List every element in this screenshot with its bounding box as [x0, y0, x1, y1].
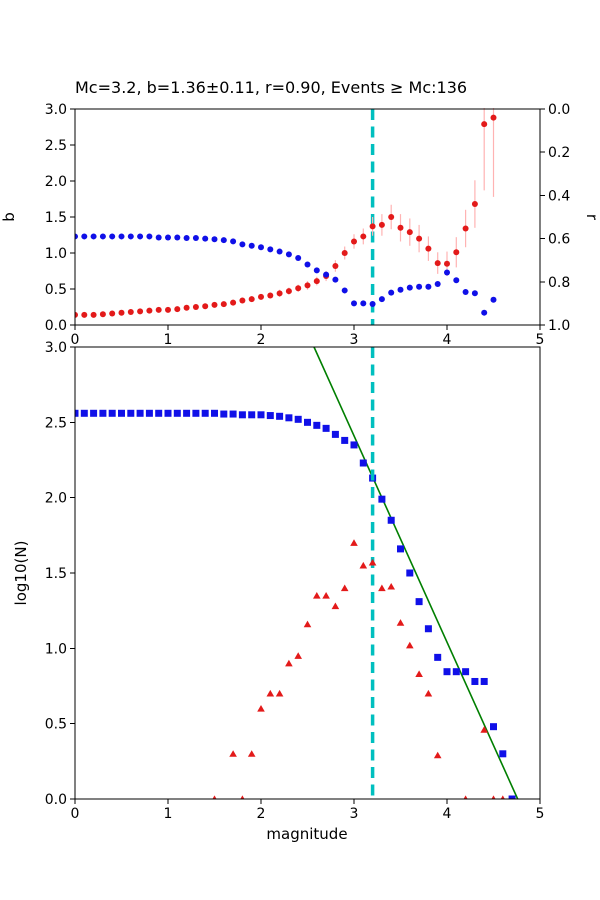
x-axis-label: magnitude — [266, 825, 347, 843]
b-value-stability-y-ticks-right: 0.0 0.2 0.4 0.6 0.8 1.0 — [540, 102, 570, 334]
svg-text:0.0: 0.0 — [548, 102, 570, 118]
svg-text:0: 0 — [71, 332, 80, 348]
svg-text:0.0: 0.0 — [45, 318, 67, 334]
b-value-stability-x-ticks: 0 1 2 3 4 5 — [71, 325, 545, 348]
svg-text:0.5: 0.5 — [45, 282, 67, 298]
svg-text:4: 4 — [443, 806, 452, 822]
svg-text:2.0: 2.0 — [45, 174, 67, 190]
chart-title: Mc=3.2, b=1.36±0.11, r=0.90, Events ≥ Mc… — [75, 78, 467, 97]
frequency-magnitude-distribution-y-ticks-left: 0.0 0.5 1.0 1.5 2.0 2.5 3.0 — [45, 340, 75, 808]
svg-text:2.0: 2.0 — [45, 491, 67, 507]
svg-text:0.8: 0.8 — [548, 275, 570, 291]
frequency-magnitude-distribution-axes: 0 1 2 3 4 5 0.0 0.5 1.0 1.5 2.0 2.5 3.0 — [45, 340, 545, 822]
svg-text:2.5: 2.5 — [45, 138, 67, 154]
cumulative-counts-series — [74, 409, 516, 799]
b-value-stability-plot-area — [74, 108, 497, 325]
svg-text:2.5: 2.5 — [45, 415, 67, 431]
svg-text:0.5: 0.5 — [45, 717, 67, 733]
svg-text:0.2: 0.2 — [548, 145, 570, 161]
top-y-axis-label-left: b — [0, 212, 18, 222]
plot-root: 0 1 2 3 4 50.00.51.01.52.02.53.0 0.00.20.40.60… — [45, 102, 571, 822]
frequency-magnitude-distribution-spines — [74, 346, 541, 800]
frequency-magnitude-distribution-x-ticks: 0 1 2 3 4 5 — [71, 799, 545, 822]
svg-text:0: 0 — [71, 806, 80, 822]
svg-text:0.0: 0.0 — [45, 792, 67, 808]
svg-text:3.0: 3.0 — [45, 340, 67, 356]
bottom-y-axis-label: log10(N) — [12, 541, 30, 606]
b-value-stability-y-ticks-left: 0.0 0.5 1.0 1.5 2.0 2.5 3.0 — [45, 102, 75, 334]
svg-text:2: 2 — [257, 806, 266, 822]
svg-text:4: 4 — [443, 332, 452, 348]
svg-text:1.5: 1.5 — [45, 566, 67, 582]
b-value-series — [74, 108, 497, 318]
frequency-magnitude-distribution-plot-area — [74, 346, 519, 799]
svg-text:5: 5 — [536, 332, 545, 348]
svg-text:0.6: 0.6 — [548, 232, 570, 248]
svg-text:1.0: 1.0 — [45, 246, 67, 262]
svg-text:5: 5 — [536, 806, 545, 822]
svg-text:1.0: 1.0 — [45, 641, 67, 657]
svg-text:3: 3 — [350, 332, 359, 348]
b-value-stability-axes: 0 1 2 3 4 50.00.51.01.52.02.53.0 0.00.20.40.60… — [45, 102, 571, 348]
b-value-stability-spines — [74, 108, 541, 326]
noncumulative-counts-series — [212, 539, 505, 799]
r-value-series — [74, 233, 497, 316]
svg-text:3: 3 — [350, 806, 359, 822]
svg-text:2: 2 — [257, 332, 266, 348]
svg-text:1.5: 1.5 — [45, 210, 67, 226]
gutenberg-richter-fit — [313, 346, 519, 799]
top-y-axis-label-right: r — [583, 214, 600, 221]
svg-text:1: 1 — [164, 332, 173, 348]
svg-text:3.0: 3.0 — [45, 102, 67, 118]
svg-text:0.4: 0.4 — [548, 188, 570, 204]
svg-text:1: 1 — [164, 806, 173, 822]
svg-text:1.0: 1.0 — [548, 318, 570, 334]
